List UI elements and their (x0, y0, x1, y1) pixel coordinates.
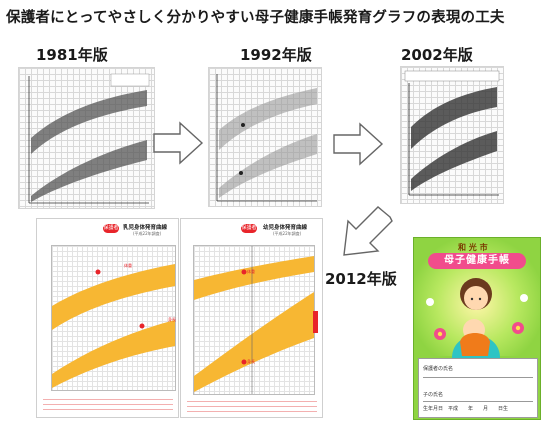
guardian-name-label: 保護者の氏名 (423, 366, 454, 372)
arrow-right-icon (333, 122, 384, 166)
handbook-form: 保護者の氏名 子の氏名 生年月日 平成 年 月 日生 (418, 358, 538, 418)
growth-chart-1981 (18, 67, 155, 209)
page-title: 保護者にとってやさしく分かりやすい母子健康手帳発育グラフの表現の工夫 (6, 10, 505, 26)
infant-notes (43, 395, 173, 413)
toddler-height-marker: 身長 (247, 359, 255, 364)
infant-height-marker: 身長 (168, 317, 176, 322)
label-2002: 2002年版 (401, 46, 473, 64)
growth-chart-2012-infant: 保護者 乳児身体発育曲線 (平成22年調査) 体重 身長 (36, 218, 179, 418)
city-name: 和 光 市 (458, 243, 488, 252)
toddler-weight-marker: 体重 (247, 269, 255, 274)
mother-and-baby-illustration (426, 278, 528, 358)
handbook-title: 母子健康手帳 (428, 253, 526, 269)
toddler-chart-plot (193, 245, 315, 395)
growth-chart-2012-toddler: 保護者 幼児身体発育曲線 (平成22年調査) 体重 身長 (180, 218, 323, 418)
toddler-chart-subtitle: (平成22年調査) (273, 231, 302, 236)
label-2012: 2012年版 (325, 270, 397, 288)
growth-chart-2002-drawing (404, 70, 500, 196)
growth-chart-1992 (208, 67, 322, 207)
infant-chart-title: 乳児身体発育曲線 (123, 225, 168, 231)
toddler-notes (187, 397, 317, 413)
growth-chart-1981-drawing (28, 73, 150, 204)
label-1981: 1981年版 (36, 46, 108, 64)
guardian-badge: 保護者 (241, 224, 257, 233)
growth-chart-1992-drawing (216, 74, 317, 202)
page-tab (313, 311, 318, 333)
form-line (423, 377, 533, 378)
form-line (423, 401, 533, 402)
guardian-badge: 保護者 (103, 224, 119, 233)
infant-chart-bands (52, 264, 175, 388)
birth-date-label: 生年月日 平成 年 月 日生 (423, 406, 509, 412)
toddler-chart-title: 幼児身体発育曲線 (263, 225, 308, 231)
arrow-right-icon (153, 121, 204, 165)
toddler-chart-bands (194, 246, 314, 394)
handbook-cover: 和 光 市 母子健康手帳 保護者の氏名 子の氏名 生年月日 平成 年 月 日生 (413, 237, 541, 420)
arrow-down-left-icon (343, 206, 393, 256)
infant-chart-plot (51, 245, 176, 391)
infant-weight-marker: 体重 (124, 263, 132, 268)
infant-chart-subtitle: (平成22年調査) (133, 231, 162, 236)
child-name-label: 子の氏名 (423, 392, 444, 398)
growth-chart-2002 (400, 66, 504, 204)
label-1992: 1992年版 (240, 46, 312, 64)
